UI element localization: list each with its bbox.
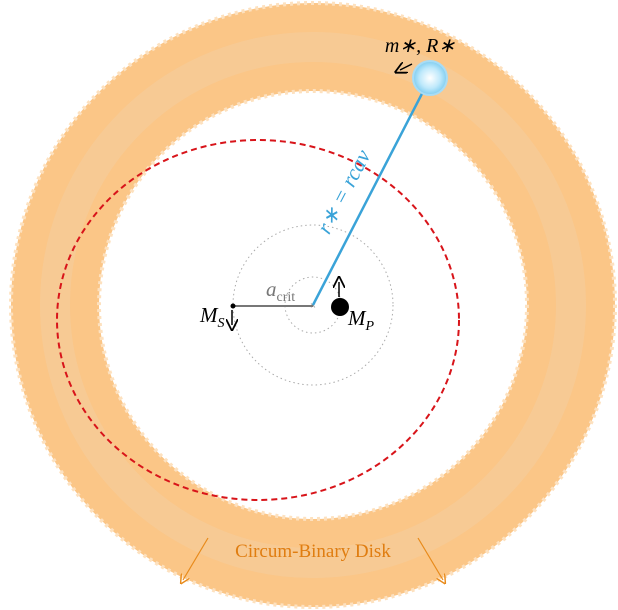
cavity-label: r∗ = rcav: [311, 145, 375, 238]
secondary-label: MS: [199, 303, 225, 331]
subscript: S: [218, 316, 225, 331]
symbol: M: [347, 306, 367, 330]
secondary-star: [231, 304, 236, 309]
subscript: P: [365, 319, 375, 334]
diagram: × m∗, R∗ r∗ = rcav MS MP acrit Circum-Bi…: [0, 0, 618, 610]
symbol: a: [266, 277, 277, 301]
subscript: crit: [277, 290, 296, 305]
symbol: M: [199, 303, 219, 327]
primary-star: [331, 298, 349, 316]
separation-label: acrit: [266, 277, 295, 305]
primary-label: MP: [347, 306, 375, 334]
star-label: m∗, R∗: [385, 35, 455, 57]
star: [413, 61, 447, 95]
disk-label: Circum-Binary Disk: [235, 541, 391, 562]
